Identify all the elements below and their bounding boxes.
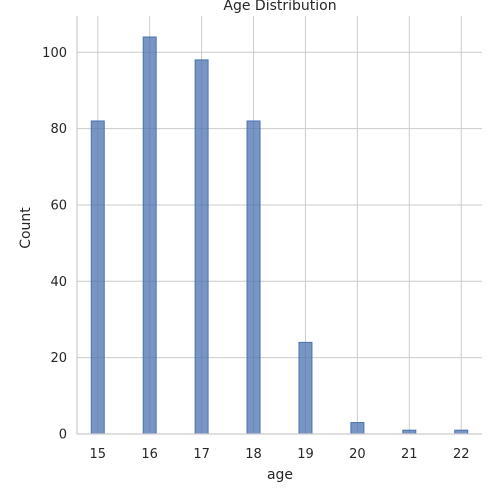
x-tick-label: 15	[89, 447, 106, 462]
bar	[350, 422, 365, 435]
y-tick-label: 60	[50, 198, 67, 213]
x-tick-labels: 15 16 17 18 19 20 21 22	[89, 447, 469, 462]
chart-title: Age Distribution	[223, 0, 336, 14]
x-tick-label: 18	[245, 447, 262, 462]
y-tick-labels: 0 20 40 60 80 100	[42, 46, 67, 443]
x-tick-label: 19	[297, 447, 314, 462]
bars	[90, 36, 469, 435]
y-tick-label: 20	[50, 351, 67, 366]
x-tick-label: 20	[349, 447, 366, 462]
x-tick-label: 22	[453, 447, 470, 462]
x-axis-label: age	[267, 467, 293, 483]
bar	[90, 120, 105, 435]
y-tick-label: 40	[50, 275, 67, 290]
bar	[142, 36, 157, 435]
x-tick-label: 21	[401, 447, 418, 462]
y-tick-label: 100	[42, 46, 67, 61]
y-tick-label: 80	[50, 122, 67, 137]
bar	[194, 59, 209, 435]
y-axis-label: Count	[18, 207, 34, 249]
y-tick-label: 0	[59, 428, 67, 443]
bar	[298, 341, 313, 435]
x-tick-label: 17	[193, 447, 210, 462]
x-tick-label: 16	[141, 447, 158, 462]
bar	[246, 120, 261, 435]
y-gridlines	[77, 51, 482, 435]
